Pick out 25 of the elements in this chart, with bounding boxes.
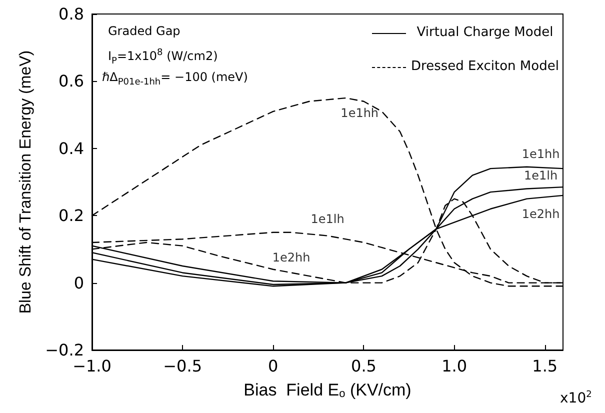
annotation: ℏΔ$_{P01e-1hh}$= −100 (meV)	[102, 70, 248, 90]
annotation: 1e2hh	[272, 250, 310, 265]
text: x10$^{2}$	[560, 389, 592, 407]
annotation: Graded Gap	[108, 24, 180, 38]
annotation: 1e1hh	[340, 106, 379, 120]
x-tick-label: −1.0	[72, 356, 112, 376]
x-tick-label: −0.5	[163, 356, 202, 376]
annotation: Virtual Charge Model	[416, 25, 554, 40]
annotation: 1e1lh	[310, 212, 344, 226]
x-tick-label: 0	[268, 356, 278, 376]
annotation: 1e2hh	[522, 206, 560, 221]
y-tick-label: 0	[74, 273, 84, 292]
y-tick-label: 0.6	[58, 72, 84, 91]
y-tick-label: 0.4	[58, 138, 84, 158]
annotation: Dressed Exciton Model	[410, 59, 560, 74]
x-tick-label: 0.5	[351, 356, 376, 376]
y-axis-title: Blue Shift of Transition Energy (meV)	[18, 50, 35, 314]
annotation: I$_{P}$=1x10$^{8}$ (W/cm2)	[108, 47, 218, 68]
x-tick-label: 1.5	[532, 356, 558, 376]
x-tick-label: 1.0	[442, 356, 468, 376]
y-tick-label: 0.2	[58, 206, 84, 226]
annotation: 1e1hh	[522, 146, 560, 161]
y-tick-label: 0.8	[58, 4, 84, 24]
y-tick-label: −0.2	[45, 340, 84, 360]
annotation: 1e1lh	[524, 168, 558, 183]
